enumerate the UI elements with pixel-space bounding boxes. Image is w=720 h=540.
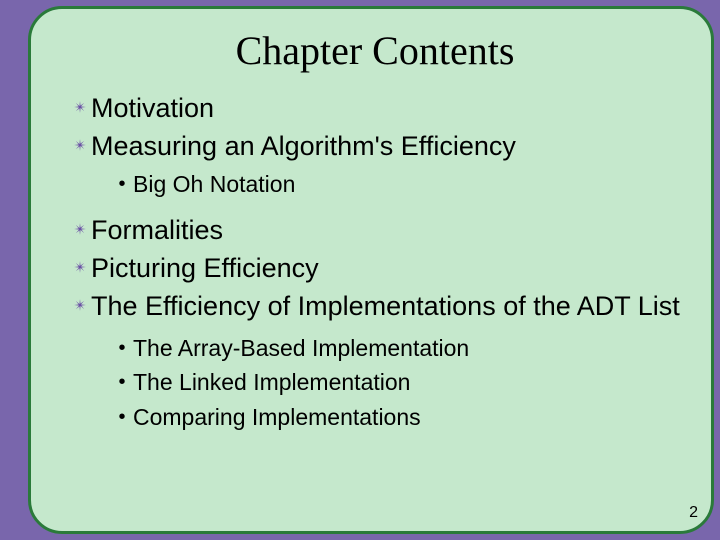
bullet-text: The Array-Based Implementation xyxy=(133,334,469,363)
dot-icon: • xyxy=(111,336,133,361)
dot-icon: • xyxy=(111,172,133,197)
bullet-text: Formalities xyxy=(91,214,223,248)
asterisk-icon xyxy=(69,138,91,152)
list-item: Picturing Efficiency xyxy=(69,252,681,286)
bullet-text: The Linked Implementation xyxy=(133,368,410,397)
asterisk-icon xyxy=(69,298,91,312)
asterisk-icon xyxy=(69,222,91,236)
slide-title: Chapter Contents xyxy=(69,27,681,74)
list-item: Motivation xyxy=(69,92,681,126)
bullet-text: Comparing Implementations xyxy=(133,403,421,432)
bullet-text: Big Oh Notation xyxy=(133,170,295,199)
list-item: • Big Oh Notation xyxy=(111,170,681,199)
list-item: Formalities xyxy=(69,214,681,248)
list-item: Measuring an Algorithm's Efficiency xyxy=(69,130,681,164)
dot-icon: • xyxy=(111,370,133,395)
asterisk-icon xyxy=(69,260,91,274)
list-item: • The Linked Implementation xyxy=(111,368,681,397)
bullet-text: Picturing Efficiency xyxy=(91,252,319,286)
bullet-text: Motivation xyxy=(91,92,214,126)
bullet-text: The Efficiency of Implementations of the… xyxy=(91,290,680,324)
spacer xyxy=(69,204,681,214)
asterisk-icon xyxy=(69,100,91,114)
list-item: • The Array-Based Implementation xyxy=(111,334,681,363)
list-item: • Comparing Implementations xyxy=(111,403,681,432)
dot-icon: • xyxy=(111,405,133,430)
list-item: The Efficiency of Implementations of the… xyxy=(69,290,681,324)
bullet-text: Measuring an Algorithm's Efficiency xyxy=(91,130,516,164)
slide-frame: Chapter Contents Motivation Measuring an… xyxy=(28,6,714,534)
bullet-list: Motivation Measuring an Algorithm's Effi… xyxy=(69,92,681,432)
page-number: 2 xyxy=(689,504,698,522)
